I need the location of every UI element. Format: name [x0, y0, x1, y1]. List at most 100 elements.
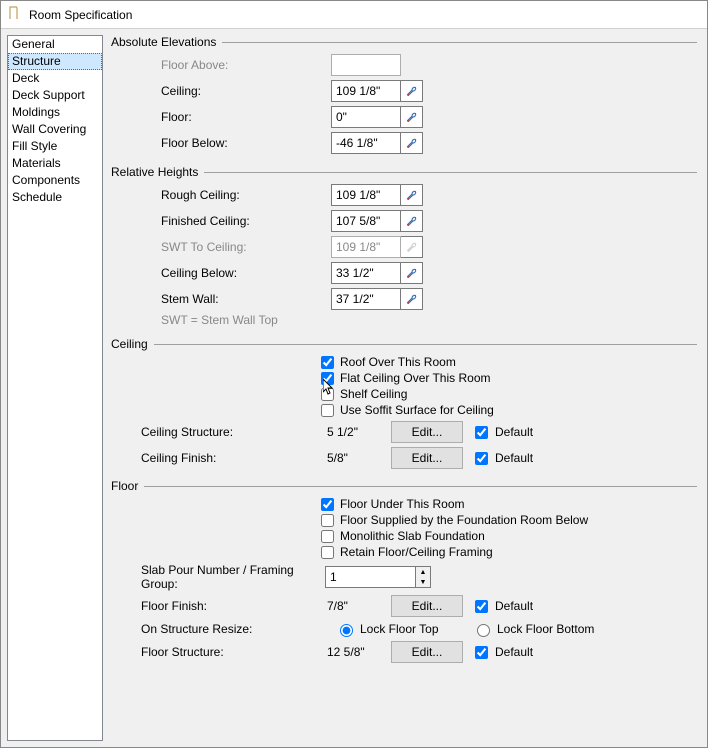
ceiling-label: Ceiling: — [161, 84, 331, 98]
flat-ceiling-label: Flat Ceiling Over This Room — [340, 371, 491, 385]
group-label: Floor — [111, 479, 138, 493]
ceiling-finish-default-checkbox[interactable] — [475, 452, 488, 465]
ceiling-below-input[interactable] — [331, 262, 401, 284]
wrench-icon[interactable] — [401, 132, 423, 154]
sidebar-item-fill-style[interactable]: Fill Style — [8, 138, 102, 155]
floor-input[interactable] — [331, 106, 401, 128]
group-label: Relative Heights — [111, 165, 198, 179]
wrench-icon[interactable] — [401, 210, 423, 232]
floor-finish-edit-button[interactable]: Edit... — [391, 595, 463, 617]
ceiling-structure-default-checkbox[interactable] — [475, 426, 488, 439]
sidebar-item-deck-support[interactable]: Deck Support — [8, 87, 102, 104]
ceiling-below-label: Ceiling Below: — [161, 266, 331, 280]
ceiling-structure-label: Ceiling Structure: — [141, 425, 319, 439]
swt-note: SWT = Stem Wall Top — [161, 313, 697, 327]
group-ceiling: Ceiling Roof Over This Room Flat Ceiling… — [111, 337, 697, 469]
group-title-relative: Relative Heights — [111, 165, 697, 179]
floor-retain-label: Retain Floor/Ceiling Framing — [340, 545, 493, 559]
finished-ceiling-label: Finished Ceiling: — [161, 214, 331, 228]
slab-number-input[interactable] — [325, 566, 415, 588]
floor-structure-label: Floor Structure: — [141, 645, 319, 659]
floor-above-label: Floor Above: — [161, 58, 331, 72]
swt-input — [331, 236, 401, 258]
group-title-floor: Floor — [111, 479, 697, 493]
floor-retain-checkbox[interactable] — [321, 546, 334, 559]
ceiling-finish-label: Ceiling Finish: — [141, 451, 319, 465]
floor-structure-value: 12 5/8" — [327, 645, 383, 659]
soffit-checkbox[interactable] — [321, 404, 334, 417]
category-list[interactable]: GeneralStructureDeckDeck SupportMoldings… — [7, 35, 103, 741]
floor-mono-label: Monolithic Slab Foundation — [340, 529, 485, 543]
group-absolute: Absolute Elevations Floor Above: Ceiling… — [111, 35, 697, 155]
ceiling-finish-value: 5/8" — [327, 451, 383, 465]
spinner-down-icon[interactable]: ▼ — [416, 577, 430, 587]
door-icon — [7, 5, 23, 24]
sidebar-item-wall-covering[interactable]: Wall Covering — [8, 121, 102, 138]
wrench-icon — [401, 236, 423, 258]
floor-below-input[interactable] — [331, 132, 401, 154]
sidebar-item-deck[interactable]: Deck — [8, 70, 102, 87]
roof-over-label: Roof Over This Room — [340, 355, 456, 369]
sidebar-item-moldings[interactable]: Moldings — [8, 104, 102, 121]
rough-ceiling-label: Rough Ceiling: — [161, 188, 331, 202]
wrench-icon[interactable] — [401, 80, 423, 102]
ceiling-structure-edit-button[interactable]: Edit... — [391, 421, 463, 443]
lock-bottom-radio[interactable] — [477, 624, 490, 637]
stem-wall-input[interactable] — [331, 288, 401, 310]
sidebar-item-general[interactable]: General — [8, 36, 102, 53]
sidebar-item-schedule[interactable]: Schedule — [8, 189, 102, 206]
sidebar-item-materials[interactable]: Materials — [8, 155, 102, 172]
floor-label: Floor: — [161, 110, 331, 124]
default-label: Default — [495, 645, 533, 659]
floor-mono-checkbox[interactable] — [321, 530, 334, 543]
shelf-ceiling-label: Shelf Ceiling — [340, 387, 407, 401]
floor-under-checkbox[interactable] — [321, 498, 334, 511]
floor-finish-value: 7/8" — [327, 599, 383, 613]
shelf-ceiling-checkbox[interactable] — [321, 388, 334, 401]
floor-finish-label: Floor Finish: — [141, 599, 319, 613]
floor-structure-edit-button[interactable]: Edit... — [391, 641, 463, 663]
spinner-up-icon[interactable]: ▲ — [416, 567, 430, 577]
floor-above-input — [331, 54, 401, 76]
titlebar: Room Specification — [1, 1, 707, 29]
wrench-icon[interactable] — [401, 262, 423, 284]
ceiling-finish-edit-button[interactable]: Edit... — [391, 447, 463, 469]
default-label: Default — [495, 599, 533, 613]
resize-label: On Structure Resize: — [141, 622, 319, 636]
rough-ceiling-input[interactable] — [331, 184, 401, 206]
room-spec-dialog: Room Specification GeneralStructureDeckD… — [0, 0, 708, 748]
lock-top-label: Lock Floor Top — [360, 622, 456, 636]
group-title-absolute: Absolute Elevations — [111, 35, 697, 49]
content-panel: Absolute Elevations Floor Above: Ceiling… — [111, 35, 701, 741]
group-relative: Relative Heights Rough Ceiling: Finished… — [111, 165, 697, 327]
floor-supplied-checkbox[interactable] — [321, 514, 334, 527]
group-label: Ceiling — [111, 337, 148, 351]
lock-top-radio[interactable] — [340, 624, 353, 637]
default-label: Default — [495, 451, 533, 465]
ceiling-input[interactable] — [331, 80, 401, 102]
floor-below-label: Floor Below: — [161, 136, 331, 150]
wrench-icon[interactable] — [401, 106, 423, 128]
floor-under-label: Floor Under This Room — [340, 497, 465, 511]
roof-over-checkbox[interactable] — [321, 356, 334, 369]
floor-structure-default-checkbox[interactable] — [475, 646, 488, 659]
wrench-icon[interactable] — [401, 184, 423, 206]
sidebar-item-components[interactable]: Components — [8, 172, 102, 189]
flat-ceiling-checkbox[interactable] — [321, 372, 334, 385]
slab-number-spinner[interactable]: ▲▼ — [325, 566, 431, 588]
dialog-body: GeneralStructureDeckDeck SupportMoldings… — [1, 29, 707, 747]
group-floor: Floor Floor Under This Room Floor Suppli… — [111, 479, 697, 663]
window-title: Room Specification — [29, 8, 132, 22]
wrench-icon[interactable] — [401, 288, 423, 310]
lock-bottom-label: Lock Floor Bottom — [497, 622, 594, 636]
group-title-ceiling: Ceiling — [111, 337, 697, 351]
finished-ceiling-input[interactable] — [331, 210, 401, 232]
sidebar-item-structure[interactable]: Structure — [8, 53, 102, 70]
slab-number-label: Slab Pour Number / Framing Group: — [141, 563, 319, 591]
floor-supplied-label: Floor Supplied by the Foundation Room Be… — [340, 513, 588, 527]
stem-wall-label: Stem Wall: — [161, 292, 331, 306]
floor-finish-default-checkbox[interactable] — [475, 600, 488, 613]
group-label: Absolute Elevations — [111, 35, 216, 49]
ceiling-structure-value: 5 1/2" — [327, 425, 383, 439]
soffit-label: Use Soffit Surface for Ceiling — [340, 403, 494, 417]
